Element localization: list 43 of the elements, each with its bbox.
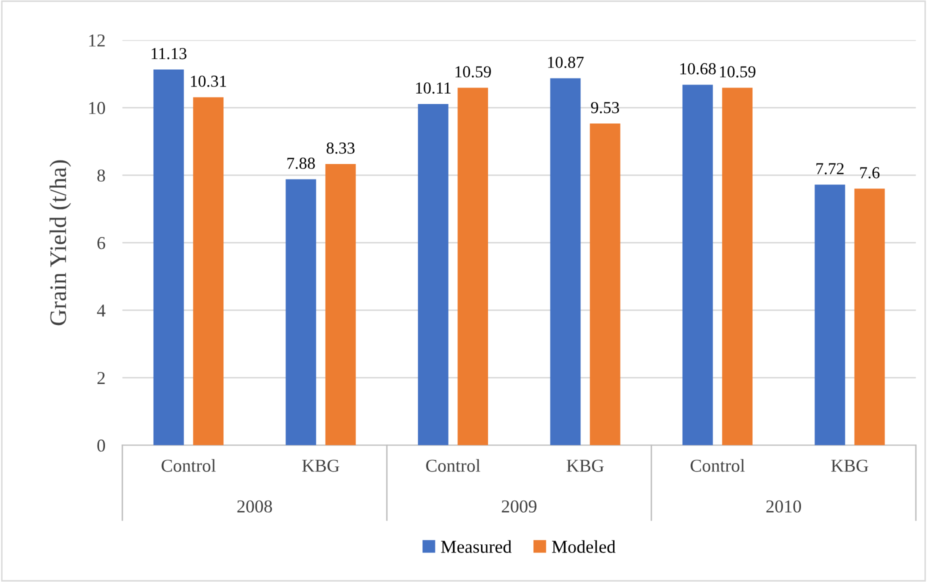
data-label: 7.88 <box>287 158 315 169</box>
text: 2010 <box>766 500 801 513</box>
bar <box>854 188 885 446</box>
bar <box>325 164 356 446</box>
data-label: 10.11 <box>416 82 451 94</box>
data-label: 10.59 <box>720 66 756 78</box>
data-label: 7.72 <box>816 163 844 174</box>
data-label: 10.87 <box>548 56 584 68</box>
y-tick-label: 4 <box>97 304 106 316</box>
data-label: 11.13 <box>152 48 186 60</box>
text: 2009 <box>502 500 536 513</box>
data-label: 10.68 <box>680 63 716 74</box>
bar <box>814 184 846 446</box>
bar <box>550 78 581 446</box>
x-tick-label: Control <box>690 459 745 472</box>
y-tick-label: 12 <box>89 34 105 46</box>
legend-label: Modeled <box>552 540 616 553</box>
y-tick-label: 0 <box>97 439 106 452</box>
data-label: 7.6 <box>860 167 880 178</box>
y-axis-title: Grain Yield (t/ha) <box>50 160 71 326</box>
x-tick-label: Control <box>162 459 216 472</box>
bar <box>458 88 488 446</box>
bar <box>193 97 224 446</box>
y-tick-label: 6 <box>97 237 106 250</box>
bar <box>418 104 448 446</box>
data-label: 10.59 <box>456 66 491 78</box>
x-tick-label: KBG <box>831 460 868 472</box>
text: 2008 <box>237 500 272 513</box>
bar <box>153 70 184 446</box>
bar <box>590 124 620 446</box>
data-label: 10.31 <box>191 76 226 87</box>
y-tick-label: 10 <box>89 102 106 114</box>
bar <box>682 84 713 446</box>
bar <box>286 179 316 446</box>
x-tick-label: KBG <box>302 460 340 472</box>
data-label: 9.53 <box>591 102 620 114</box>
y-tick-label: 8 <box>97 169 106 182</box>
y-tick-label: 2 <box>97 372 105 384</box>
bar <box>722 88 753 446</box>
x-tick-label: KBG <box>566 460 604 472</box>
legend-label: Measured <box>441 540 512 553</box>
data-label: 8.33 <box>326 142 355 154</box>
x-tick-label: Control <box>426 459 480 472</box>
